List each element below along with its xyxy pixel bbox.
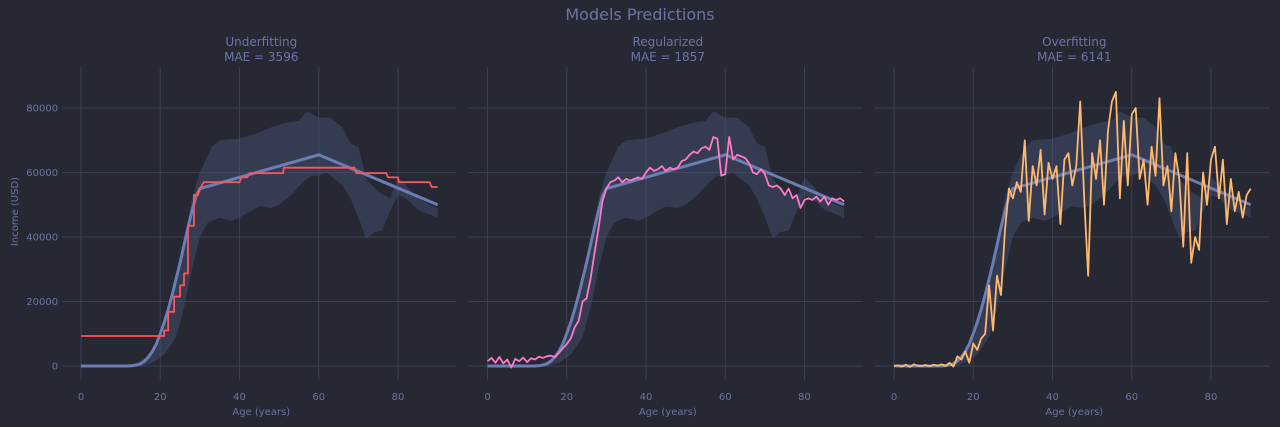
y-tick-label: 0 bbox=[52, 362, 58, 373]
panel-title: Overfitting bbox=[1042, 35, 1106, 49]
x-tick-label: 80 bbox=[798, 392, 811, 403]
y-tick-label: 20000 bbox=[26, 297, 58, 308]
x-tick-label: 0 bbox=[484, 392, 490, 403]
panel-mae: MAE = 6141 bbox=[1037, 50, 1111, 64]
x-tick-label: 20 bbox=[154, 392, 167, 403]
x-tick-label: 80 bbox=[1205, 392, 1218, 403]
confidence-band bbox=[81, 111, 438, 366]
panel-underfitting: 0 20 40 60 80 0 20000 40000 60000 80000 Underfitti… bbox=[10, 35, 457, 418]
panel-title: Underfitting bbox=[225, 35, 297, 49]
x-tick-label: 40 bbox=[233, 392, 246, 403]
confidence-band bbox=[894, 111, 1251, 366]
y-axis-label: Income (USD) bbox=[10, 177, 21, 246]
x-tick-label: 40 bbox=[1046, 392, 1059, 403]
x-tick-label: 60 bbox=[719, 392, 732, 403]
x-tick-label: 40 bbox=[640, 392, 653, 403]
confidence-band bbox=[487, 111, 845, 366]
x-tick-label: 20 bbox=[967, 392, 980, 403]
true-income-line bbox=[487, 153, 845, 368]
prediction-line bbox=[893, 90, 1252, 368]
x-tick-label: 60 bbox=[312, 392, 325, 403]
x-tick-label: 0 bbox=[891, 392, 897, 403]
chart-title: Models Predictions bbox=[565, 5, 714, 24]
x-tick-label: 80 bbox=[392, 392, 405, 403]
x-axis-label: Age (years) bbox=[639, 407, 697, 418]
prediction-line bbox=[81, 166, 438, 337]
x-tick-label: 60 bbox=[1125, 392, 1138, 403]
panel-title: Regularized bbox=[632, 35, 703, 49]
panel-mae: MAE = 3596 bbox=[224, 50, 298, 64]
y-tick-label: 80000 bbox=[26, 104, 58, 115]
x-axis-label: Age (years) bbox=[232, 407, 290, 418]
panel-mae: MAE = 1857 bbox=[631, 50, 705, 64]
y-tick-label: 40000 bbox=[26, 233, 58, 244]
x-tick-label: 20 bbox=[560, 392, 573, 403]
x-axis-label: Age (years) bbox=[1045, 407, 1103, 418]
y-tick-label: 60000 bbox=[26, 168, 58, 179]
prediction-line bbox=[486, 136, 845, 369]
x-tick-label: 0 bbox=[78, 392, 84, 403]
